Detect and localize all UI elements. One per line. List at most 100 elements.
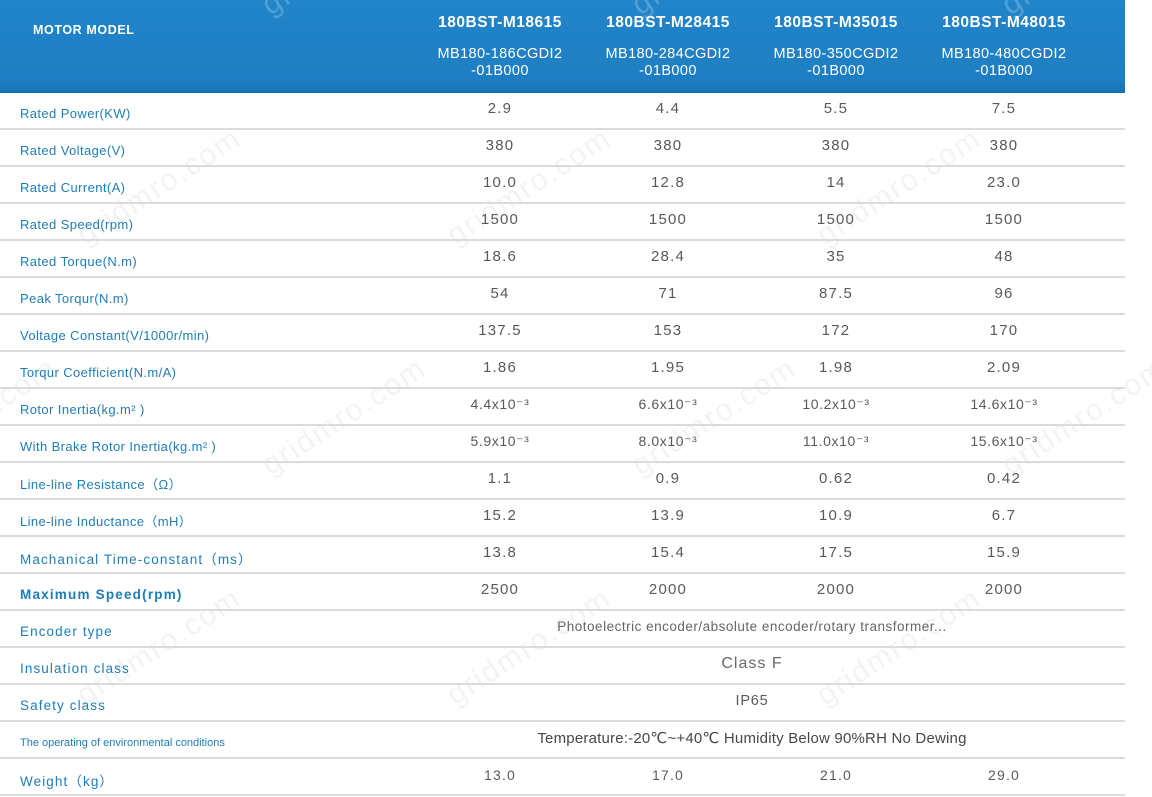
spec-value: 10.2x10⁻³ [802, 396, 870, 412]
header-column-model-2: 180BST-M28415 MB180-284CGDI2 -01B000 [584, 0, 752, 93]
row-label: Rated Torque(N.m) [20, 254, 138, 269]
header-column-model-4: 180BST-M48015 MB180-480CGDI2 -01B000 [920, 0, 1088, 93]
spec-value: 380 [821, 137, 851, 154]
row-label: Rated Current(A) [20, 180, 126, 195]
spec-value: 2000 [984, 581, 1024, 598]
row-label: Peak Torqur(N.m) [20, 291, 129, 306]
spec-value: 2.09 [987, 359, 1021, 376]
spec-value: 17.0 [651, 766, 685, 783]
spec-value: 96 [994, 285, 1014, 302]
spec-value: 71 [658, 285, 678, 302]
table-row: Rated Current(A) 10.0 12.8 14 23.0 [0, 167, 1125, 204]
row-label: Rated Speed(rpm) [20, 217, 134, 232]
header-column-model-1: 180BST-M18615 MB180-186CGDI2 -01B000 [416, 0, 584, 93]
table-header: MOTOR MODEL 180BST-M18615 MB180-186CGDI2… [0, 0, 1125, 93]
row-label: Safety class [20, 698, 106, 713]
table-row: Line-line Resistance（Ω） 1.1 0.9 0.62 0.42 [0, 463, 1125, 500]
spec-value: 0.9 [655, 470, 681, 487]
row-label: Insulation class [20, 661, 130, 676]
model-code-line2: -01B000 [471, 63, 529, 79]
spec-value: 17.5 [819, 544, 853, 561]
model-code-line1: MB180-480CGDI2 [941, 46, 1067, 62]
spec-value: 0.42 [987, 470, 1021, 487]
model-code-line2: -01B000 [975, 63, 1033, 79]
spec-value: 6.7 [991, 507, 1017, 524]
spec-value: 2.9 [487, 100, 513, 117]
spec-value: 5.5 [823, 100, 849, 117]
spec-value-merged: IP65 [735, 692, 769, 709]
table-row: Encoder type Photoelectric encoder/absolu… [0, 611, 1125, 648]
model-code-line2: -01B000 [807, 63, 865, 79]
model-code-line1: MB180-284CGDI2 [605, 46, 731, 62]
model-code: MB180-284CGDI2 -01B000 [606, 46, 731, 80]
row-label: Voltage Constant(V/1000r/min) [20, 328, 210, 343]
row-label: Weight（kg） [20, 773, 115, 789]
spec-value: 4.4 [655, 100, 681, 117]
table-row: Maximum Speed(rpm) 2500 2000 2000 2000 [0, 574, 1125, 611]
model-code-line1: MB180-350CGDI2 [773, 46, 899, 62]
header-column-model-3: 180BST-M35015 MB180-350CGDI2 -01B000 [752, 0, 920, 93]
table-row: Rated Power(KW) 2.9 4.4 5.5 7.5 [0, 93, 1125, 130]
spec-value: 2000 [648, 581, 688, 598]
spec-value: 14 [826, 174, 846, 191]
spec-value: 21.0 [819, 766, 853, 783]
model-code-line2: -01B000 [639, 63, 697, 79]
row-label: Line-line Resistance（Ω） [20, 477, 182, 492]
spec-value: 1500 [480, 211, 520, 228]
row-label: Maximum Speed(rpm) [20, 587, 183, 602]
spec-value: 170 [989, 322, 1019, 339]
spec-value: 1.98 [819, 359, 853, 376]
row-label: Rated Power(KW) [20, 106, 131, 121]
spec-value: 4.4x10⁻³ [470, 396, 530, 412]
table-row: Machanical Time-constant（ms） 13.8 15.4 17.5… [0, 537, 1125, 574]
spec-value: 1500 [984, 211, 1024, 228]
spec-value: 14.6x10⁻³ [970, 396, 1038, 412]
row-label: Machanical Time-constant（ms） [20, 551, 253, 567]
row-label: Line-line Inductance（mH） [20, 514, 193, 529]
table-row: Rated Torque(N.m) 18.6 28.4 35 48 [0, 241, 1125, 278]
spec-value: 1.86 [483, 359, 517, 376]
table-row: Line-line Inductance（mH） 15.2 13.9 10.9 6.7 [0, 500, 1125, 537]
spec-value: 23.0 [987, 174, 1021, 191]
spec-value: 48 [994, 248, 1014, 265]
table-row: Rated Voltage(V) 380 380 380 380 [0, 130, 1125, 167]
spec-value: 12.8 [651, 174, 685, 191]
spec-value-merged: Photoelectric encoder/absolute encoder/r… [557, 619, 947, 634]
spec-value: 2000 [816, 581, 856, 598]
spec-value: 172 [821, 322, 851, 339]
spec-value: 6.6x10⁻³ [638, 396, 698, 412]
spec-value-merged: Class F [721, 654, 783, 672]
table-row: Voltage Constant(V/1000r/min) 137.5 153 172… [0, 315, 1125, 352]
model-name: 180BST-M28415 [606, 14, 730, 31]
spec-value: 380 [485, 137, 515, 154]
spec-rows: Rated Power(KW) 2.9 4.4 5.5 7.5 Rated Voltage… [0, 93, 1125, 796]
model-code: MB180-480CGDI2 -01B000 [942, 46, 1067, 80]
table-row: Rated Speed(rpm) 1500 1500 1500 1500 [0, 204, 1125, 241]
spec-value: 380 [653, 137, 683, 154]
table-row: Weight（kg） 13.0 17.0 21.0 29.0 [0, 759, 1125, 796]
spec-value: 15.4 [651, 544, 685, 561]
row-label: Torqur Coefficient(N.m/A) [20, 365, 177, 380]
spec-value: 35 [826, 248, 846, 265]
table-row: Safety class IP65 [0, 685, 1125, 722]
table-row: Rotor Inertia(kg.m² ) 4.4x10⁻³ 6.6x10⁻³ 10.… [0, 389, 1125, 426]
spec-value: 15.6x10⁻³ [970, 433, 1038, 449]
spec-value: 1500 [648, 211, 688, 228]
spec-value: 18.6 [483, 248, 517, 265]
spec-value: 0.62 [819, 470, 853, 487]
spec-value: 15.9 [987, 544, 1021, 561]
spec-value: 153 [653, 322, 683, 339]
row-label: With Brake Rotor Inertia(kg.m² ) [20, 439, 217, 454]
spec-value-merged: Temperature:-20℃~+40℃ Humidity Below 90%… [537, 729, 967, 747]
spec-value: 15.2 [483, 507, 517, 524]
spec-value: 28.4 [651, 248, 685, 265]
spec-value: 13.8 [483, 544, 517, 561]
spec-value: 10.9 [819, 507, 853, 524]
spec-value: 8.0x10⁻³ [638, 433, 698, 449]
spec-value: 11.0x10⁻³ [802, 433, 870, 449]
model-code-line1: MB180-186CGDI2 [437, 46, 563, 62]
row-label: The operating of environmental condition… [20, 736, 225, 749]
model-code: MB180-186CGDI2 -01B000 [438, 46, 563, 80]
spec-value: 380 [989, 137, 1019, 154]
